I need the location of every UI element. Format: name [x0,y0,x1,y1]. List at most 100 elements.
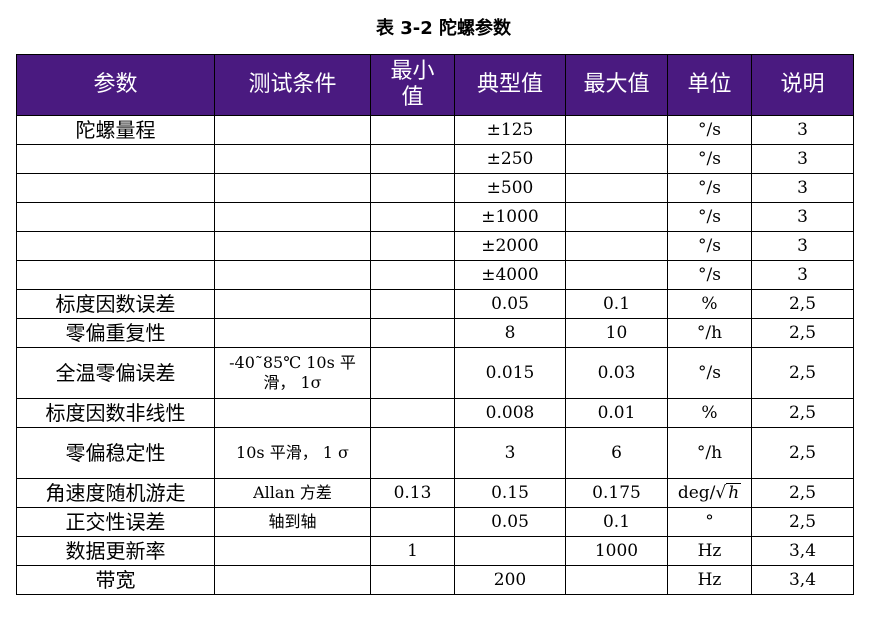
unit-cell: ° [667,507,752,537]
param-cell: 正交性误差 [16,507,215,537]
max-cell: 0.01 [565,398,668,428]
max-cell: 0.1 [565,507,668,537]
unit-cell: °/s [667,115,752,145]
min-cell [370,173,455,203]
min-cell: 1 [370,536,455,566]
param-cell: 带宽 [16,565,215,595]
table-row: 全温零偏误差 -40˜85℃ 10s 平滑， 1σ 0.015 0.03 °/s 2,5 [16,347,854,399]
min-cell [370,260,455,290]
condition-cell [214,260,371,290]
min-cell [370,289,455,319]
min-cell: 0.13 [370,478,455,508]
min-cell [370,347,455,399]
note-cell: 3 [751,173,854,203]
header-typical: 典型值 [454,54,566,116]
condition-cell [214,115,371,145]
max-cell: 1000 [565,536,668,566]
param-cell: 标度因数误差 [16,289,215,319]
note-cell: 2,5 [751,398,854,428]
min-cell [370,231,455,261]
param-cell: 角速度随机游走 [16,478,215,508]
min-cell [370,318,455,348]
min-cell [370,507,455,537]
max-cell: 6 [565,427,668,479]
unit-cell: °/s [667,202,752,232]
unit-cell: °/h [667,427,752,479]
max-cell [565,115,668,145]
table-row: 陀螺量程 ±125 °/s 3 [16,115,854,145]
typical-cell: 0.008 [454,398,566,428]
note-cell: 3 [751,115,854,145]
header-max: 最大值 [565,54,668,116]
table-row: 标度因数误差 0.05 0.1% 2,5 [16,289,854,319]
max-cell [565,173,668,203]
table-row: ±250 °/s 3 [16,144,854,174]
unit-cell: % [667,289,752,319]
condition-cell: 10s 平滑， 1 σ [214,427,371,479]
min-cell [370,427,455,479]
header-row: 参数 测试条件 最小值 典型值 最大值 单位 说明 [16,54,854,116]
unit-cell: °/s [667,347,752,399]
param-cell: 全温零偏误差 [16,347,215,399]
max-cell [565,202,668,232]
param-cell: 零偏稳定性 [16,427,215,479]
max-cell: 10 [565,318,668,348]
table-caption: 表 3-2 陀螺参数 [375,18,512,39]
condition-cell [214,231,371,261]
note-cell: 2,5 [751,478,854,508]
param-cell [16,231,215,261]
typical-cell: 0.015 [454,347,566,399]
note-cell: 2,5 [751,289,854,319]
param-cell: 陀螺量程 [16,115,215,145]
typical-cell: ±1000 [454,202,566,232]
unit-cell: Hz [667,565,752,595]
unit-cell: % [667,398,752,428]
note-cell: 3 [751,231,854,261]
table-row: 零偏重复性 8 10 °/h 2,5 [16,318,854,348]
max-cell [565,565,668,595]
max-cell: 0.1 [565,289,668,319]
param-cell: 零偏重复性 [16,318,215,348]
typical-cell: 8 [454,318,566,348]
condition-cell [214,398,371,428]
condition-cell [214,565,371,595]
param-cell [16,173,215,203]
param-cell [16,202,215,232]
min-cell [370,398,455,428]
typical-cell: ±125 [454,115,566,145]
header-min: 最小值 [370,54,455,116]
max-cell [565,144,668,174]
condition-cell [214,536,371,566]
unit-cell: deg/√ h [667,478,752,508]
note-cell: 3 [751,144,854,174]
table-row: 零偏稳定性 10s 平滑， 1 σ 3 6 °/h 2,5 [16,427,854,479]
param-cell [16,260,215,290]
header-note: 说明 [751,54,854,116]
table-row: 数据更新率 1 1000 Hz 3,4 [16,536,854,566]
max-cell [565,260,668,290]
table-row: ±500 °/s 3 [16,173,854,203]
note-cell: 2,5 [751,427,854,479]
max-cell: 0.175 [565,478,668,508]
unit-cell: °/s [667,144,752,174]
typical-cell: 0.05 [454,507,566,537]
table-row: 角速度随机游走 Allan 方差 0.13 0.15 0.175 deg/√ h 2,5 [16,478,854,508]
typical-cell [454,536,566,566]
max-cell: 0.03 [565,347,668,399]
unit-cell: °/s [667,260,752,290]
note-cell: 3 [751,202,854,232]
min-cell [370,144,455,174]
gyro-parameter-table: 参数 测试条件 最小值 典型值 最大值 单位 说明 陀螺量程 ±125 °/s 3 ±2… [16,54,854,595]
table-row: ±4000 °/s 3 [16,260,854,290]
min-cell [370,565,455,595]
header-param: 参数 [16,54,215,116]
unit-cell: Hz [667,536,752,566]
typical-cell: 0.05 [454,289,566,319]
typical-cell: ±250 [454,144,566,174]
condition-cell: -40˜85℃ 10s 平滑， 1σ [214,347,371,399]
typical-cell: 3 [454,427,566,479]
table-row: 带宽 200 Hz 3,4 [16,565,854,595]
table-row: 标度因数非线性 0.008 0.01% 2,5 [16,398,854,428]
typical-cell: 200 [454,565,566,595]
note-cell: 2,5 [751,507,854,537]
